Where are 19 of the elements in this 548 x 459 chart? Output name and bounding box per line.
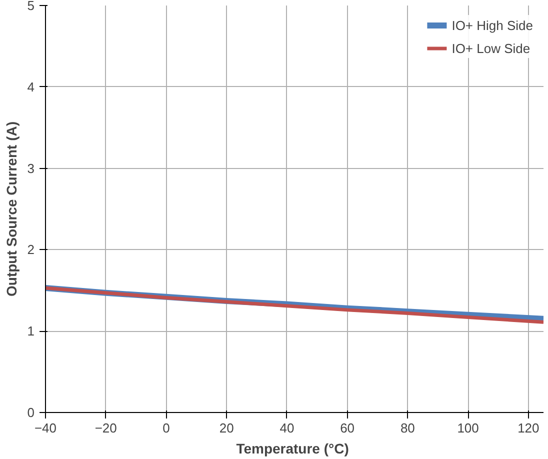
- y-tick-label: 4: [27, 79, 35, 94]
- y-tick-label: 5: [27, 0, 35, 13]
- y-tick-label: 0: [27, 405, 35, 420]
- x-tick-label: −40: [34, 420, 57, 436]
- legend-label: IO+ High Side: [452, 18, 533, 32]
- y-tick-label: 2: [27, 242, 35, 258]
- legend-label: IO+ Low Side: [452, 40, 530, 56]
- x-tick-label: 20: [219, 420, 234, 436]
- x-tick-label: 120: [518, 420, 540, 436]
- x-tick-label: 60: [340, 420, 355, 436]
- x-tick-label: 80: [400, 420, 415, 436]
- x-tick-label: 40: [280, 420, 294, 436]
- y-tick-label: 1: [27, 324, 35, 339]
- x-tick-label: 100: [457, 420, 479, 436]
- y-tick-label: 3: [27, 160, 35, 176]
- y-axis-title: Output Source Current (A): [3, 121, 20, 296]
- x-tick-label: −20: [94, 420, 117, 436]
- x-tick-label: 0: [162, 420, 170, 436]
- x-axis-title: Temperature (°C): [236, 440, 349, 456]
